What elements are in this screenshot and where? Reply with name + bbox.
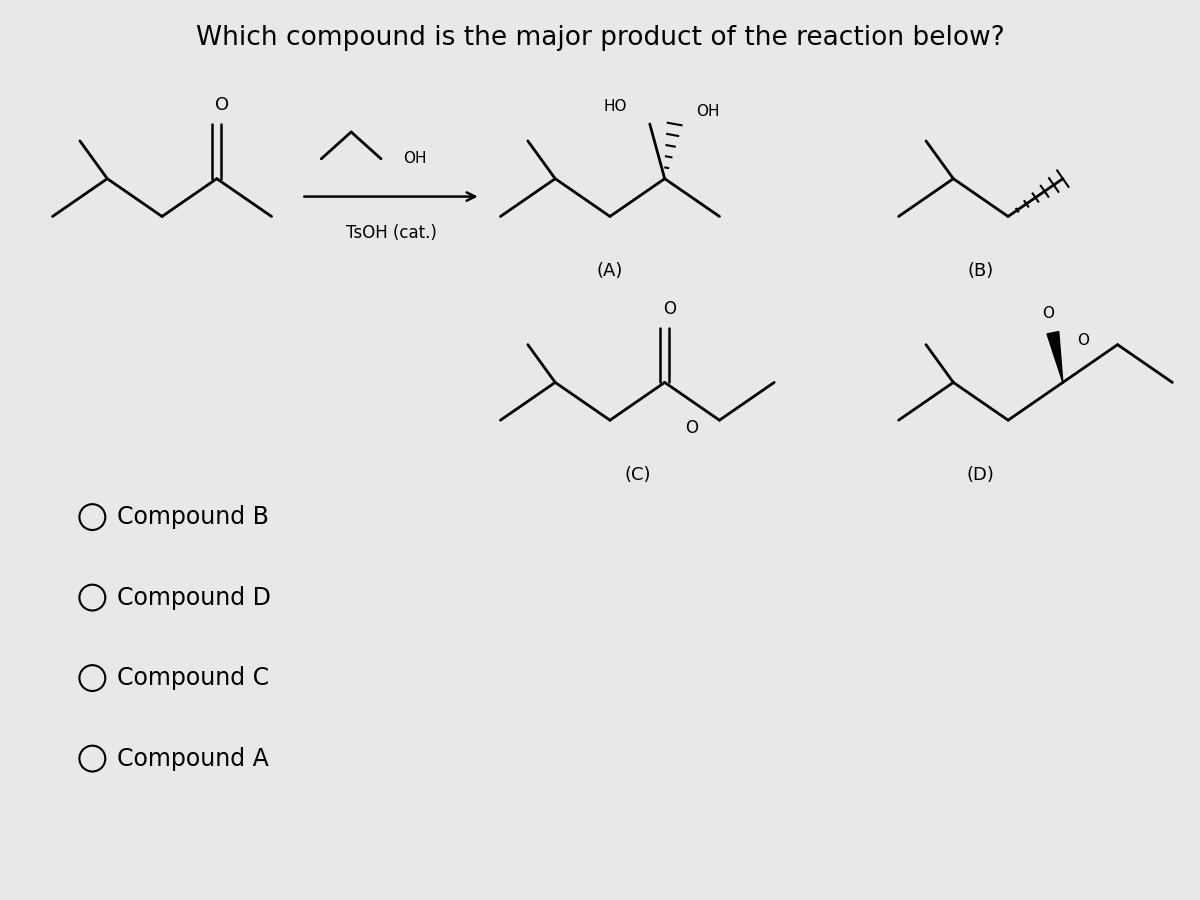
Text: (C): (C) [624, 466, 650, 484]
Text: Which compound is the major product of the reaction below?: Which compound is the major product of t… [196, 24, 1004, 50]
Text: Compound C: Compound C [118, 666, 269, 690]
Text: OH: OH [696, 104, 720, 119]
Text: O: O [664, 300, 676, 318]
Text: Compound D: Compound D [118, 586, 271, 609]
Text: (D): (D) [967, 466, 995, 484]
Text: (A): (A) [596, 262, 623, 280]
Text: OH: OH [403, 151, 426, 166]
Text: (B): (B) [967, 262, 994, 280]
Text: Compound B: Compound B [118, 505, 269, 529]
Polygon shape [1048, 331, 1063, 382]
Text: O: O [1042, 306, 1054, 320]
Text: O: O [215, 96, 229, 114]
Text: HO: HO [604, 99, 626, 114]
Text: Compound A: Compound A [118, 747, 269, 770]
Text: O: O [685, 419, 698, 437]
Text: TsOH (cat.): TsOH (cat.) [346, 224, 437, 242]
Text: O: O [1076, 333, 1088, 348]
